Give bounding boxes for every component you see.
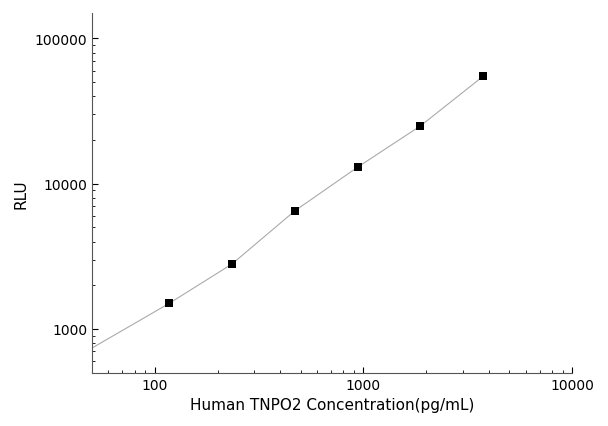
Point bbox=[416, 123, 426, 130]
Point bbox=[290, 208, 300, 215]
Point bbox=[353, 164, 362, 171]
Point bbox=[227, 261, 237, 268]
X-axis label: Human TNPO2 Concentration(pg/mL): Human TNPO2 Concentration(pg/mL) bbox=[190, 397, 474, 412]
Point bbox=[164, 300, 174, 307]
Point bbox=[81, 348, 91, 355]
Point bbox=[478, 74, 488, 81]
Y-axis label: RLU: RLU bbox=[14, 178, 29, 208]
